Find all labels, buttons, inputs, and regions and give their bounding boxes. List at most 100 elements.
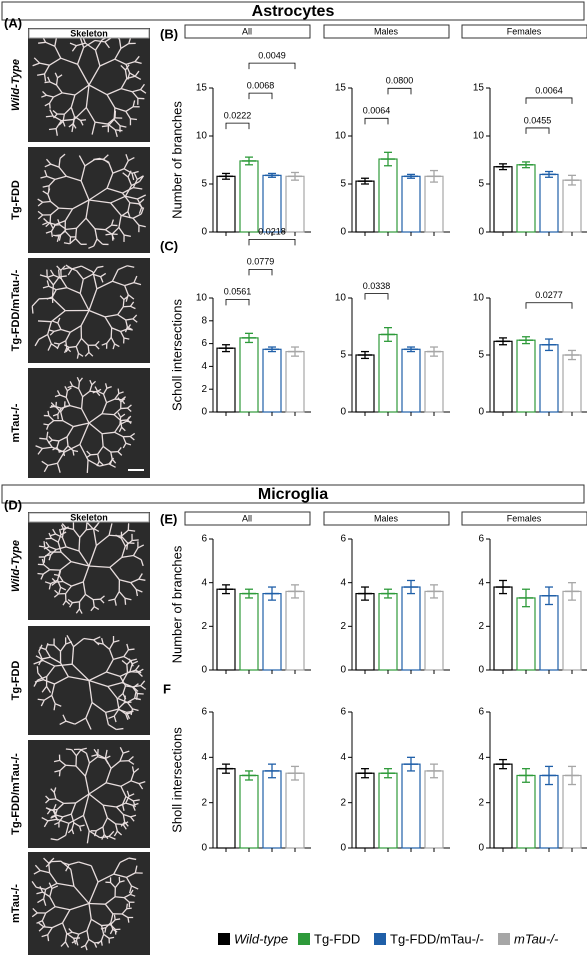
skeleton-branch [128, 156, 135, 162]
skeleton-branch [99, 598, 105, 604]
skeleton-branch [108, 835, 116, 840]
skeleton-branch [37, 572, 44, 575]
y-tick-label: 10 [473, 131, 485, 142]
p-value: 0.0064 [535, 85, 563, 95]
skeleton-branch [46, 665, 56, 677]
skeleton-branch [110, 451, 113, 460]
skeleton-branch [79, 444, 89, 461]
skeleton-branch [57, 317, 61, 324]
skeleton-branch [133, 767, 140, 774]
skeleton-branch [65, 748, 72, 751]
skeleton-branch [114, 424, 121, 433]
row-label: Tg-FDD [10, 180, 22, 220]
skeleton-branch [126, 265, 135, 268]
skeleton-branch [57, 541, 62, 553]
skeleton-branch [49, 81, 57, 86]
section-box [1, 1, 585, 21]
skeleton-branch [73, 422, 90, 428]
p-value: 0.0222 [224, 110, 252, 120]
bar [516, 164, 536, 233]
skeleton-branch [84, 158, 96, 167]
skeleton-branch [140, 83, 145, 90]
skeleton-branch [133, 172, 138, 180]
skeleton-branch [134, 697, 141, 701]
skeleton-branch [54, 769, 61, 773]
skeleton-branch [63, 443, 81, 453]
skeleton-branch [72, 529, 81, 538]
skeleton-branch [69, 236, 72, 243]
skeleton-branch [49, 96, 54, 104]
skeleton-branch [138, 198, 145, 205]
skeleton-branch [78, 593, 86, 603]
p-value: 0.0779 [247, 257, 275, 267]
skeleton-branch [72, 450, 75, 456]
skeleton-branch [94, 228, 98, 240]
skeleton-branch [59, 643, 67, 652]
chart-subtitle: Males [374, 513, 399, 523]
skeleton-branch [119, 676, 127, 687]
skeleton-branch [117, 412, 122, 418]
skeleton-branch [78, 381, 81, 389]
skeleton-branch [41, 920, 46, 927]
skeleton-branch [102, 826, 105, 835]
skeleton-branch [56, 235, 60, 242]
skeleton-branch [100, 272, 107, 278]
skeleton-branch [88, 413, 103, 424]
y-tick-label: 10 [473, 293, 485, 304]
skeleton-branch [50, 224, 57, 232]
skeleton-branch [116, 698, 120, 710]
skeleton-branch [88, 793, 104, 806]
skeleton-branch [47, 927, 53, 936]
skeleton-branch [140, 685, 147, 690]
skeleton-branch [132, 539, 139, 542]
skeleton-branch [85, 217, 96, 230]
skeleton-branch [108, 457, 115, 465]
skeleton-branch [106, 671, 121, 678]
skeleton-branch [48, 546, 57, 551]
skeleton-branch [51, 581, 57, 586]
significance-bracket [364, 117, 389, 125]
skeleton-branch [58, 436, 68, 442]
skeleton-branch [111, 327, 121, 333]
bar [401, 175, 421, 233]
skeleton-branch [130, 578, 140, 584]
skeleton-branch [46, 321, 52, 335]
skeleton-branch [121, 554, 134, 558]
significance-bracket [248, 268, 273, 276]
bar [493, 166, 513, 233]
skeleton-branch [46, 438, 53, 448]
skeleton-branch [76, 353, 80, 359]
skeleton-branch [64, 941, 70, 948]
bar [355, 592, 375, 671]
skeleton-branch [66, 387, 72, 392]
skeleton-branch [119, 752, 124, 762]
bar [516, 774, 536, 849]
skeleton-branch [113, 408, 122, 416]
skeleton-branch [48, 415, 55, 422]
chart-subtitle: All [242, 26, 252, 36]
skeleton-branch [110, 337, 116, 345]
skeleton-branch [60, 411, 64, 421]
skeleton-branch [45, 643, 49, 650]
y-tick-label: 4 [340, 577, 346, 588]
skeleton-branch [31, 880, 37, 888]
skeleton-branch [55, 220, 66, 226]
skeleton-branch [47, 462, 58, 467]
skeleton-branch [102, 804, 109, 819]
skeleton-branch [62, 267, 70, 270]
skeleton-branch [113, 708, 120, 717]
skeleton-branch [93, 238, 98, 247]
skeleton-branch [123, 655, 132, 662]
skeleton-branch [72, 199, 90, 210]
skeleton-branch [115, 918, 121, 921]
skeleton-branch [82, 273, 94, 280]
significance-bracket [225, 298, 250, 306]
skeleton-branch [92, 599, 95, 607]
skeleton-branch [65, 546, 80, 552]
skeleton-branch [85, 593, 94, 601]
skeleton-branch [130, 780, 140, 785]
skeleton-branch [114, 823, 118, 832]
bar [562, 179, 582, 233]
skeleton-branch [65, 720, 76, 725]
skeleton-branch [112, 343, 116, 350]
